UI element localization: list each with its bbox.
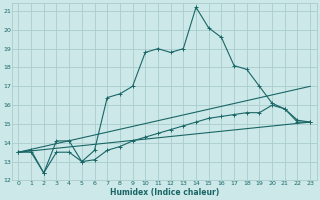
X-axis label: Humidex (Indice chaleur): Humidex (Indice chaleur) xyxy=(110,188,219,197)
